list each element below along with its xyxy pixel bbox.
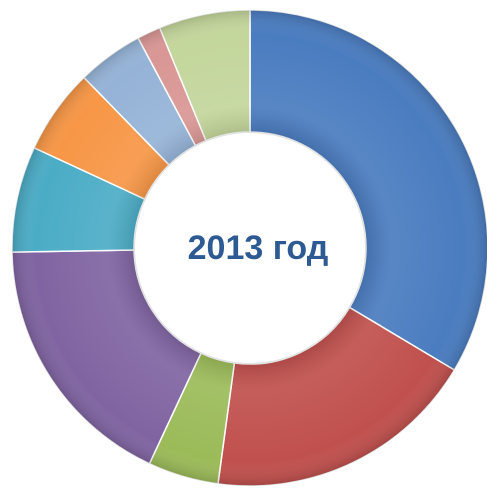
center-label: 2013 год — [188, 229, 329, 267]
hole — [135, 133, 365, 363]
